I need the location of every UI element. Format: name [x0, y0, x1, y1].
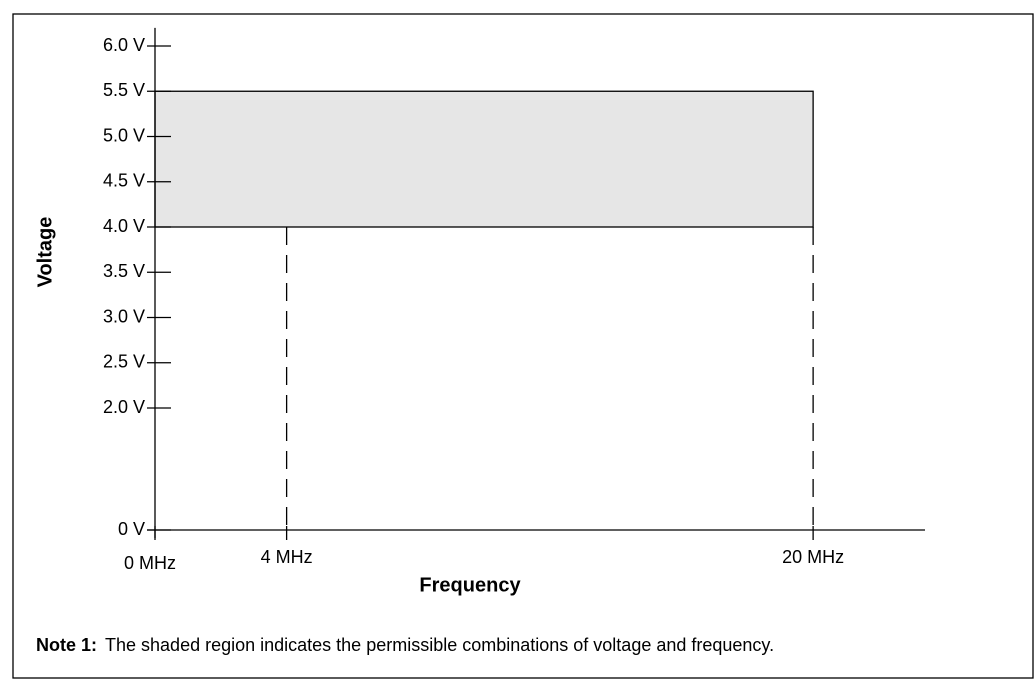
y-tick-label: 2.0 V [103, 397, 145, 417]
note-text: The shaded region indicates the permissi… [105, 635, 774, 655]
y-tick-label: 4.0 V [103, 216, 145, 236]
y-tick-label: 3.0 V [103, 306, 145, 326]
x-tick-label: 20 MHz [782, 547, 844, 567]
y-tick-label: 4.5 V [103, 171, 145, 191]
y-axis-label: Voltage [34, 217, 56, 288]
x-axis-label: Frequency [419, 574, 521, 596]
note: Note 1: The shaded region indicates the p… [36, 635, 774, 655]
x-tick-label: 4 MHz [261, 547, 313, 567]
y-tick-label: 6.0 V [103, 35, 145, 55]
permissible-region [154, 90, 814, 228]
y-tick-label: 2.5 V [103, 352, 145, 372]
x-tick-label: 0 MHz [124, 553, 176, 573]
y-tick-label: 0 V [118, 519, 145, 539]
note-label: Note 1: [36, 635, 97, 655]
y-tick-label: 3.5 V [103, 261, 145, 281]
y-tick-label: 5.5 V [103, 80, 145, 100]
y-tick-label: 5.0 V [103, 125, 145, 145]
